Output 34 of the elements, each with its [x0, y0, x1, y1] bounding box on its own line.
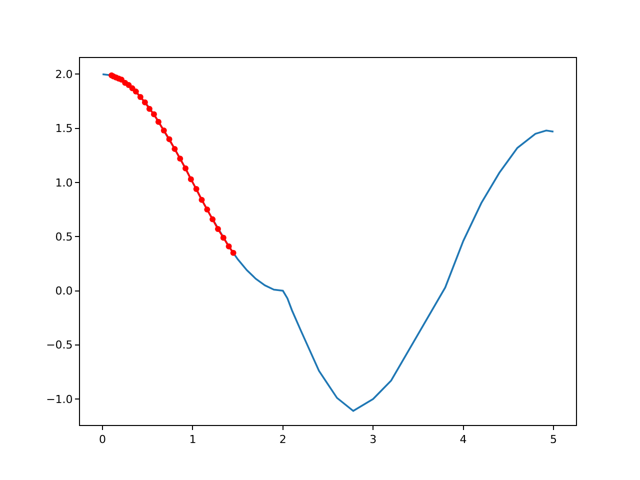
x-tick-label: 2 [279, 433, 286, 446]
point [166, 136, 172, 142]
point [150, 111, 157, 118]
y-tick-label: −0.5 [46, 338, 73, 352]
point [230, 250, 236, 256]
point [226, 243, 232, 250]
point [193, 186, 200, 192]
y-tick-label: −1.0 [46, 392, 73, 406]
x-tick-label: 0 [99, 433, 106, 446]
x-tick-label: 5 [550, 433, 557, 446]
point [160, 128, 167, 134]
point [137, 94, 144, 100]
y-tick-label: 1.5 [55, 122, 73, 136]
point [146, 106, 152, 112]
point [214, 226, 221, 232]
point [204, 206, 210, 213]
x-tick-label: 3 [370, 433, 377, 446]
x-tick-label: 1 [189, 433, 196, 446]
point [182, 165, 189, 172]
y-tick-label: 0.5 [55, 230, 73, 244]
point [198, 196, 205, 203]
point [142, 99, 148, 106]
point [188, 176, 194, 182]
point [177, 156, 184, 162]
point [172, 146, 178, 152]
x-tick-label: 4 [460, 433, 467, 446]
y-tick-label: 2.0 [55, 68, 73, 82]
line-series [102, 73, 554, 412]
point [155, 118, 162, 125]
y-tick-label: 1.0 [55, 176, 73, 190]
point [220, 234, 226, 241]
point [210, 216, 216, 222]
point [132, 88, 139, 95]
y-tick-label: 0.0 [55, 284, 73, 298]
